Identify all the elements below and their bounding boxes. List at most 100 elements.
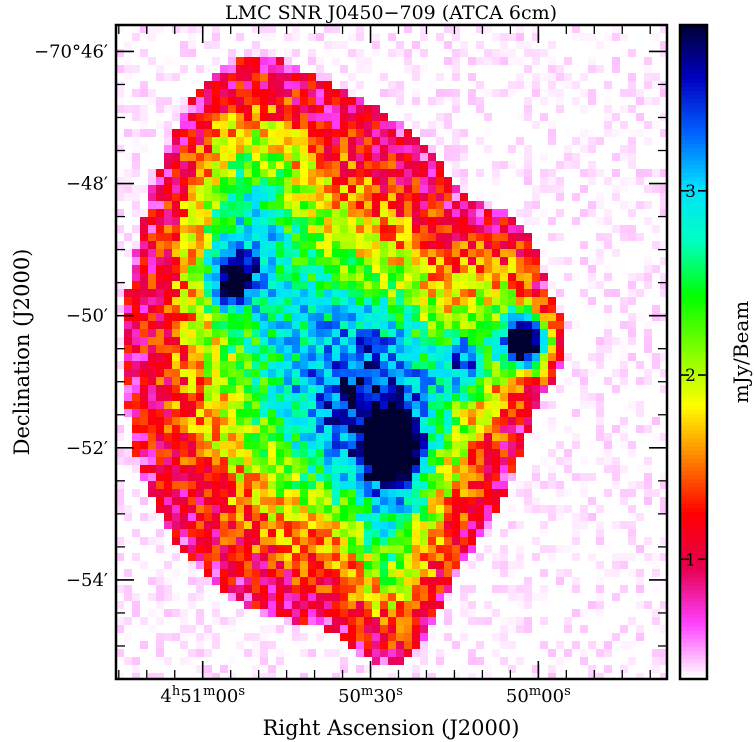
map-pixel [284,497,292,505]
map-pixel [388,465,396,473]
map-pixel [628,105,636,113]
map-pixel [372,465,380,473]
map-pixel [388,489,396,497]
map-pixel [620,377,628,385]
map-pixel [252,217,260,225]
map-pixel [468,569,476,577]
map-pixel [364,185,372,193]
map-pixel [260,129,268,137]
map-pixel [508,417,516,425]
map-pixel [468,361,476,369]
map-pixel [228,249,236,257]
map-pixel [404,393,412,401]
map-pixel [124,521,132,529]
map-pixel [508,289,516,297]
map-pixel [420,265,428,273]
map-pixel [516,105,524,113]
map-pixel [580,209,588,217]
map-pixel [476,409,484,417]
map-pixel [196,209,204,217]
map-pixel [508,569,516,577]
map-pixel [580,409,588,417]
map-pixel [244,409,252,417]
map-pixel [532,209,540,217]
map-pixel [644,369,652,377]
map-pixel [444,393,452,401]
map-pixel [212,497,220,505]
map-pixel [220,593,228,601]
map-pixel [340,161,348,169]
map-pixel [316,329,324,337]
map-pixel [180,225,188,233]
map-pixel [252,233,260,241]
map-pixel [316,217,324,225]
map-pixel [556,105,564,113]
map-pixel [172,441,180,449]
map-pixel [276,209,284,217]
map-pixel [244,529,252,537]
map-pixel [356,569,364,577]
map-pixel [468,297,476,305]
map-pixel [316,361,324,369]
map-pixel [388,361,396,369]
map-pixel [556,65,564,73]
map-pixel [476,185,484,193]
map-pixel [548,489,556,497]
map-pixel [188,361,196,369]
map-pixel [324,369,332,377]
map-pixel [620,169,628,177]
map-pixel [116,417,124,425]
map-pixel [156,401,164,409]
map-pixel [396,457,404,465]
map-pixel [364,281,372,289]
map-pixel [228,233,236,241]
map-pixel [660,305,667,313]
map-pixel [460,361,468,369]
map-pixel [188,97,196,105]
map-pixel [628,41,636,49]
map-pixel [532,353,540,361]
map-pixel [372,129,380,137]
map-pixel [252,185,260,193]
map-pixel [468,433,476,441]
map-pixel [468,313,476,321]
map-pixel [484,73,492,81]
map-pixel [124,441,132,449]
map-pixel [436,545,444,553]
map-pixel [156,89,164,97]
map-pixel [388,241,396,249]
map-pixel [356,209,364,217]
map-pixel [356,153,364,161]
map-pixel [396,401,404,409]
map-pixel [396,417,404,425]
map-pixel [332,225,340,233]
map-pixel [188,601,196,609]
map-pixel [396,145,404,153]
map-pixel [188,25,196,33]
map-pixel [524,289,532,297]
map-pixel [540,361,548,369]
map-pixel [220,89,228,97]
map-pixel [156,49,164,57]
map-pixel [220,257,228,265]
map-pixel [220,265,228,273]
map-pixel [268,545,276,553]
map-pixel [268,513,276,521]
map-pixel [660,489,667,497]
map-pixel [228,169,236,177]
map-pixel [228,65,236,73]
map-pixel [428,473,436,481]
map-pixel [532,345,540,353]
map-pixel [444,561,452,569]
map-pixel [260,273,268,281]
map-pixel [492,249,500,257]
map-pixel [596,249,604,257]
map-pixel [236,481,244,489]
map-pixel [396,329,404,337]
map-pixel [540,473,548,481]
map-pixel [324,385,332,393]
map-pixel [348,377,356,385]
map-pixel [452,25,460,33]
map-pixel [188,497,196,505]
map-pixel [508,297,516,305]
